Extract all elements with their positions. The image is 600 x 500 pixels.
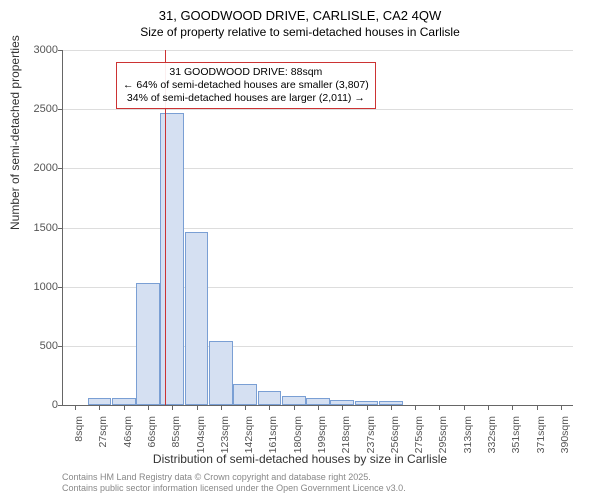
annotation-line-2: ← 64% of semi-detached houses are smalle…	[123, 79, 369, 92]
xtick-mark	[99, 405, 100, 410]
footer-line-2: Contains public sector information licen…	[62, 483, 406, 494]
xtick-label: 275sqm	[413, 416, 425, 476]
plot-region: 0500100015002000250030008sqm27sqm46sqm66…	[62, 50, 573, 406]
ytick-label: 500	[40, 340, 58, 352]
xtick-mark	[537, 405, 538, 410]
xtick-mark	[124, 405, 125, 410]
ytick-mark	[58, 287, 63, 288]
ytick-label: 3000	[34, 44, 58, 56]
y-axis-label: Number of semi-detached properties	[8, 35, 22, 230]
histogram-bar	[306, 398, 330, 405]
histogram-bar	[160, 113, 184, 405]
xtick-label: 295sqm	[437, 416, 449, 476]
xtick-mark	[318, 405, 319, 410]
page-title: 31, GOODWOOD DRIVE, CARLISLE, CA2 4QW	[0, 0, 600, 25]
chart-area: 0500100015002000250030008sqm27sqm46sqm66…	[62, 50, 572, 405]
gridline	[63, 168, 573, 169]
ytick-mark	[58, 168, 63, 169]
ytick-mark	[58, 50, 63, 51]
xtick-label: 123sqm	[219, 416, 231, 476]
xtick-mark	[464, 405, 465, 410]
xtick-label: 237sqm	[365, 416, 377, 476]
xtick-label: 8sqm	[73, 416, 85, 476]
xtick-label: 332sqm	[486, 416, 498, 476]
histogram-bar	[258, 391, 282, 405]
ytick-mark	[58, 109, 63, 110]
xtick-label: 256sqm	[389, 416, 401, 476]
xtick-label: 218sqm	[340, 416, 352, 476]
footer-attribution: Contains HM Land Registry data © Crown c…	[62, 472, 406, 494]
ytick-label: 0	[52, 399, 58, 411]
xtick-mark	[488, 405, 489, 410]
xtick-label: 104sqm	[195, 416, 207, 476]
xtick-label: 142sqm	[243, 416, 255, 476]
histogram-bar	[88, 398, 112, 405]
histogram-bar	[282, 396, 306, 405]
ytick-mark	[58, 228, 63, 229]
xtick-mark	[221, 405, 222, 410]
histogram-bar	[185, 232, 209, 405]
xtick-mark	[439, 405, 440, 410]
ytick-mark	[58, 405, 63, 406]
xtick-label: 180sqm	[292, 416, 304, 476]
ytick-label: 2000	[34, 162, 58, 174]
x-axis-label: Distribution of semi-detached houses by …	[0, 452, 600, 466]
page-subtitle: Size of property relative to semi-detach…	[0, 25, 600, 39]
annotation-box: 31 GOODWOOD DRIVE: 88sqm← 64% of semi-de…	[116, 62, 376, 109]
xtick-mark	[415, 405, 416, 410]
xtick-label: 66sqm	[146, 416, 158, 476]
xtick-mark	[294, 405, 295, 410]
xtick-mark	[561, 405, 562, 410]
ytick-label: 2500	[34, 103, 58, 115]
xtick-label: 27sqm	[97, 416, 109, 476]
chart-container: 31, GOODWOOD DRIVE, CARLISLE, CA2 4QW Si…	[0, 0, 600, 500]
xtick-mark	[245, 405, 246, 410]
xtick-label: 46sqm	[122, 416, 134, 476]
xtick-mark	[342, 405, 343, 410]
footer-line-1: Contains HM Land Registry data © Crown c…	[62, 472, 406, 483]
annotation-line-1: 31 GOODWOOD DRIVE: 88sqm	[123, 66, 369, 79]
xtick-mark	[391, 405, 392, 410]
xtick-mark	[172, 405, 173, 410]
xtick-label: 85sqm	[170, 416, 182, 476]
histogram-bar	[136, 283, 160, 405]
annotation-line-3: 34% of semi-detached houses are larger (…	[123, 92, 369, 105]
gridline	[63, 228, 573, 229]
xtick-label: 199sqm	[316, 416, 328, 476]
xtick-mark	[197, 405, 198, 410]
xtick-mark	[148, 405, 149, 410]
xtick-label: 351sqm	[510, 416, 522, 476]
ytick-label: 1000	[34, 281, 58, 293]
histogram-bar	[233, 384, 257, 405]
xtick-label: 161sqm	[267, 416, 279, 476]
xtick-mark	[75, 405, 76, 410]
xtick-mark	[512, 405, 513, 410]
gridline	[63, 50, 573, 51]
xtick-mark	[269, 405, 270, 410]
ytick-mark	[58, 346, 63, 347]
xtick-label: 371sqm	[535, 416, 547, 476]
xtick-label: 390sqm	[559, 416, 571, 476]
xtick-label: 313sqm	[462, 416, 474, 476]
histogram-bar	[112, 398, 136, 405]
ytick-label: 1500	[34, 222, 58, 234]
histogram-bar	[209, 341, 233, 405]
xtick-mark	[367, 405, 368, 410]
